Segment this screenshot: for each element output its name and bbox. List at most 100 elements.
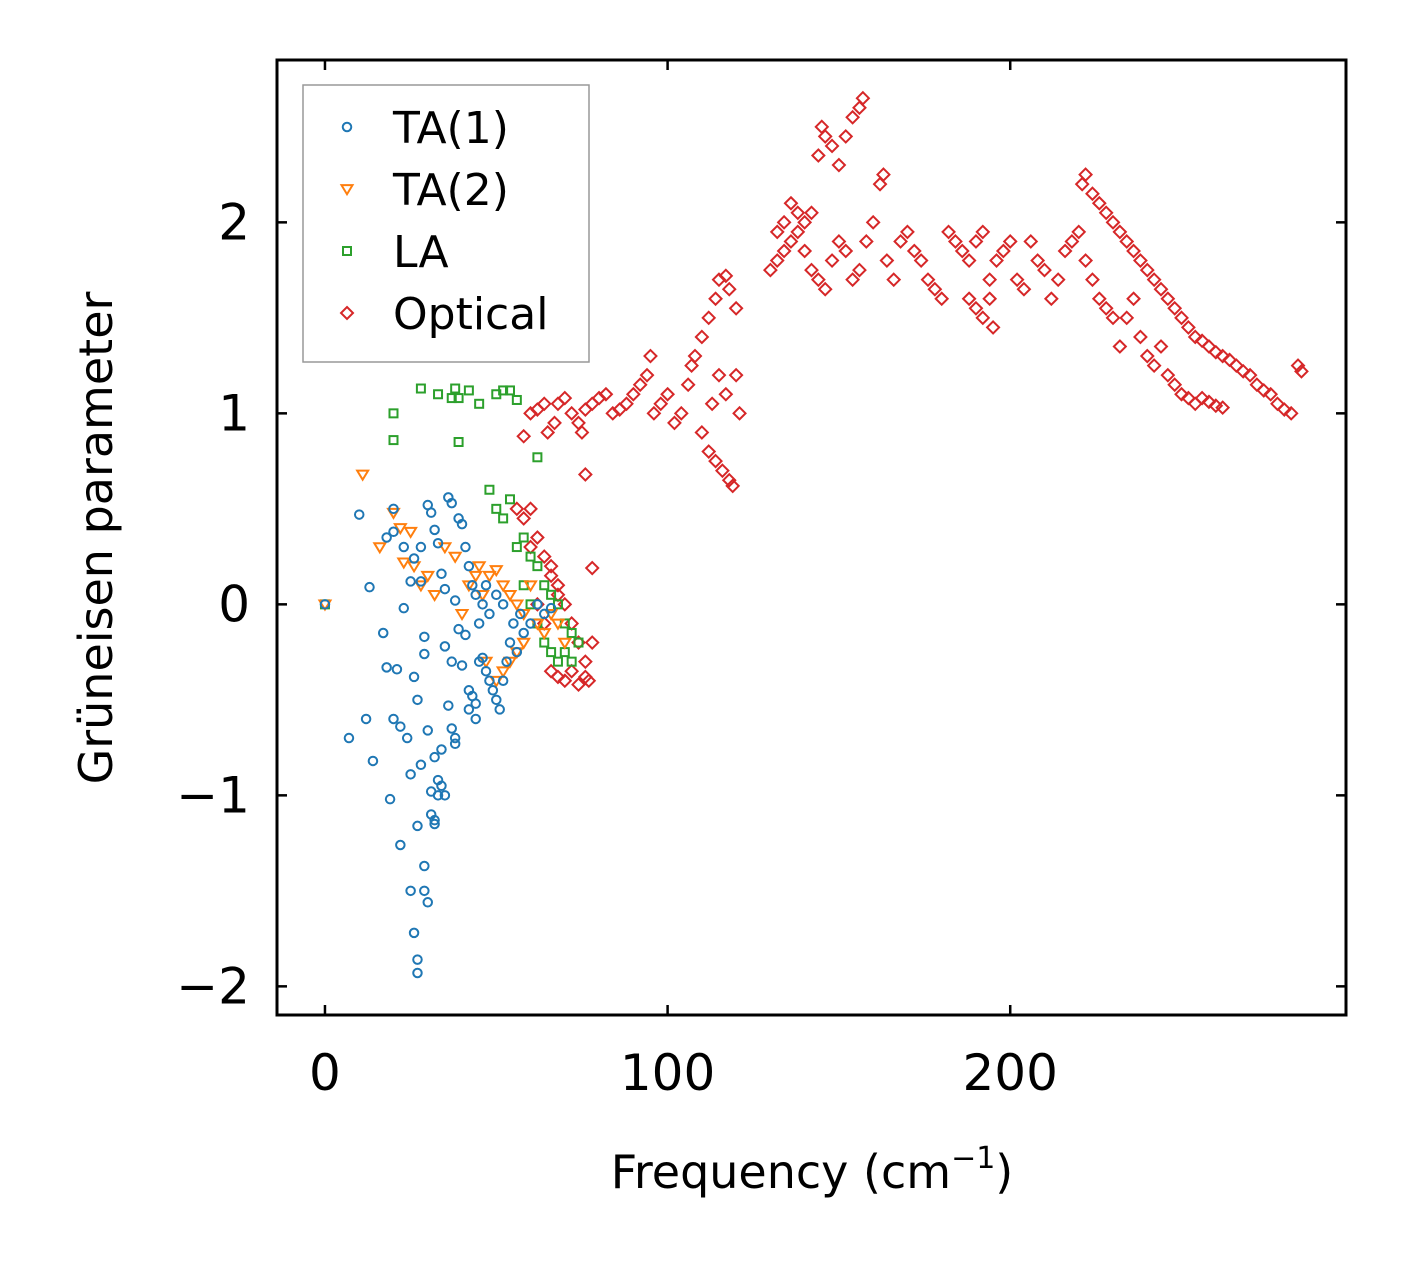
point-optical-87: [913, 253, 929, 268]
point-optical-139: [1256, 383, 1272, 398]
point-optical-66: [776, 214, 792, 230]
point-optical-61: [838, 128, 854, 144]
point-ta-1--25: [419, 860, 430, 872]
point-optical-71: [810, 272, 826, 288]
point-ta-1--48: [456, 660, 468, 671]
point-optical-126: [1167, 300, 1183, 316]
y-tick-label-2: 0: [218, 575, 250, 633]
point-optical-114: [1085, 186, 1100, 202]
point-optical-143: [1283, 405, 1299, 421]
point-ta-2--26: [536, 628, 552, 641]
point-ta-2--11: [437, 542, 453, 555]
point-optical-144: [1290, 358, 1306, 374]
point-ta-1--29: [422, 897, 434, 908]
point-ta-1--85: [463, 560, 475, 572]
point-optical-183: [550, 669, 566, 685]
point-optical-123: [1146, 272, 1162, 288]
point-ta-2--16: [471, 561, 487, 574]
point-optical-137: [1242, 367, 1258, 383]
y-tick-label-1: −1: [176, 766, 250, 824]
point-optical-125: [1160, 291, 1176, 307]
point-optical-88: [920, 272, 936, 288]
point-ta-1--20: [412, 954, 423, 965]
point-ta-1--14: [398, 602, 410, 614]
point-ta-1--11: [391, 664, 403, 675]
point-optical-170: [982, 272, 998, 288]
point-optical-105: [1030, 253, 1046, 268]
point-optical-185: [564, 663, 580, 679]
point-ta-2--21: [502, 589, 518, 602]
point-ta-1--59: [487, 685, 499, 696]
point-optical-47: [728, 367, 744, 383]
point-ta-1--24: [415, 759, 427, 771]
point-ta-1--64: [504, 637, 516, 648]
point-la-6: [450, 383, 461, 394]
point-la-13: [504, 385, 515, 396]
point-optical-82: [879, 253, 895, 268]
point-ta-1--67: [515, 608, 526, 620]
point-la-25: [546, 589, 557, 600]
point-optical-68: [790, 205, 806, 221]
point-optical-179: [577, 654, 593, 670]
point-optical-28: [680, 377, 696, 393]
series-ta-1-: [319, 492, 557, 979]
point-ta-1--28: [419, 648, 430, 660]
y-tick-label-4: 2: [218, 193, 250, 251]
point-ta-1--69: [525, 618, 536, 629]
point-ta-1--5: [367, 755, 379, 767]
point-ta-1--21: [412, 967, 423, 979]
point-optical-38: [694, 425, 710, 440]
point-optical-115: [1091, 195, 1107, 211]
point-ta-1--81: [449, 595, 461, 606]
point-optical-76: [845, 272, 861, 288]
point-ta-1--47: [453, 623, 464, 635]
point-optical-106: [1037, 262, 1052, 278]
point-ta-1--33: [429, 814, 440, 826]
point-ta-1--19: [408, 671, 420, 683]
point-optical-188: [584, 560, 600, 576]
point-optical-140: [1263, 386, 1279, 402]
point-ta-1--15: [401, 732, 413, 744]
legend-marker-3: [339, 305, 355, 321]
point-ta-1--74: [425, 507, 437, 518]
point-optical-10: [574, 425, 590, 440]
point-ta-1--45: [449, 732, 461, 744]
point-la-1: [388, 408, 399, 419]
point-la-3: [415, 383, 426, 394]
point-optical-3: [536, 396, 552, 412]
point-la-17: [491, 503, 502, 514]
point-ta-1--12: [395, 839, 406, 851]
point-optical-173: [536, 549, 552, 565]
series-optical: [509, 90, 1309, 692]
point-optical-96: [975, 224, 991, 240]
point-optical-152: [1119, 310, 1135, 326]
point-ta-1--2: [353, 509, 365, 520]
point-optical-49: [762, 262, 778, 278]
point-ta-1--68: [518, 627, 529, 639]
point-la-10: [474, 398, 485, 409]
point-la-22: [525, 551, 536, 562]
point-ta-1--49: [460, 629, 471, 641]
point-optical-111: [1071, 224, 1087, 240]
point-optical-164: [1201, 394, 1217, 410]
point-la-4: [433, 389, 444, 400]
point-ta-1--22: [412, 820, 423, 832]
point-optical-149: [1098, 300, 1114, 316]
point-optical-102: [1009, 272, 1025, 288]
point-ta-1--3: [360, 713, 372, 725]
point-la-14: [511, 394, 522, 405]
point-optical-158: [1160, 367, 1176, 383]
point-ta-1--7: [381, 662, 392, 673]
point-ta-2--15: [468, 570, 483, 583]
point-optical-29: [684, 358, 699, 374]
point-optical-155: [1139, 348, 1155, 364]
point-ta-2--18: [482, 570, 497, 583]
point-optical-174: [543, 558, 559, 574]
point-ta-1--42: [443, 700, 454, 711]
point-optical-44: [704, 396, 720, 412]
point-ta-2--35: [516, 637, 531, 650]
y-tick-label-0: −2: [176, 957, 250, 1015]
point-optical-41: [715, 463, 730, 479]
point-optical-124: [1153, 281, 1169, 297]
point-la-7: [453, 393, 464, 404]
